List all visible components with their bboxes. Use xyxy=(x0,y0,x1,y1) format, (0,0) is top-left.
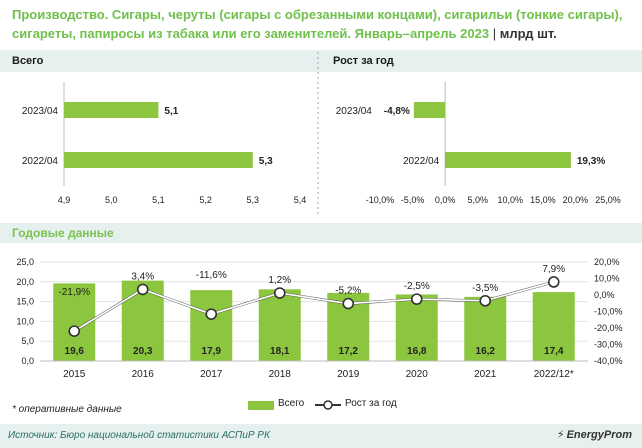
growth-tick-label: 5,0% xyxy=(467,195,488,205)
annual-bar xyxy=(464,296,507,361)
annual-category-label: 2019 xyxy=(337,369,360,380)
total-panel-label: Всего xyxy=(12,55,44,67)
growth-point-label: -21,9% xyxy=(58,287,90,298)
annual-category-label: 2022/12* xyxy=(534,369,574,380)
annual-right-tick-label: 20,0% xyxy=(594,257,620,267)
annual-left-tick-label: 5,0 xyxy=(21,336,34,346)
legend-item-growth: Рост за год xyxy=(345,398,397,409)
growth-bar xyxy=(413,102,446,118)
growth-tick-label: -10,0% xyxy=(366,195,395,205)
total-tick-label: 5,2 xyxy=(199,195,212,205)
growth-point xyxy=(547,276,560,288)
growth-value-label: -4,8% xyxy=(384,106,410,117)
annual-bar xyxy=(532,292,575,361)
brand-logo: ⚡ EnergyProm xyxy=(557,428,632,441)
total-tick-label: 5,0 xyxy=(105,195,118,205)
annual-category-label: 2018 xyxy=(269,369,292,380)
legend-item-total: Всего xyxy=(278,398,305,409)
annual-bar-value-label: 16,8 xyxy=(407,346,427,357)
source-note: Источник: Бюро национальной статистики А… xyxy=(8,430,270,441)
growth-point xyxy=(410,293,423,305)
annual-bar-value-label: 17,2 xyxy=(339,346,359,357)
growth-category-label: 2022/04 xyxy=(403,156,440,167)
growth-point xyxy=(205,308,218,320)
title-main: Производство. Сигары, черуты (сигары с о… xyxy=(12,7,623,41)
annual-left-tick-label: 10,0 xyxy=(16,316,34,326)
annual-left-tick-label: 15,0 xyxy=(16,297,34,307)
growth-point-label: -11,6% xyxy=(196,270,227,281)
annual-category-label: 2017 xyxy=(200,369,223,380)
growth-category-label: 2023/04 xyxy=(336,106,373,117)
growth-value-label: 19,3% xyxy=(577,156,605,167)
growth-tick-label: 25,0% xyxy=(595,195,621,205)
growth-point-label: -3,5% xyxy=(472,283,498,294)
annual-bar-value-label: 16,2 xyxy=(476,346,496,357)
growth-point-label: -2,5% xyxy=(404,281,430,292)
total-value-label: 5,3 xyxy=(259,156,273,167)
total-tick-label: 5,4 xyxy=(294,195,307,205)
annual-category-label: 2016 xyxy=(132,369,155,380)
annual-bar-value-label: 18,1 xyxy=(270,346,290,357)
total-bar xyxy=(64,102,159,118)
annual-bar xyxy=(190,290,233,361)
growth-point-label: 7,9% xyxy=(542,264,565,275)
annual-bar-value-label: 17,4 xyxy=(544,346,564,357)
growth-point xyxy=(68,325,81,337)
annual-panel-label: Годовые данные xyxy=(12,226,114,240)
growth-tick-label: 15,0% xyxy=(530,195,556,205)
annual-right-tick-label: -10,0% xyxy=(594,307,623,317)
total-bar xyxy=(64,152,253,168)
footnote: * оперативные данные xyxy=(12,404,122,415)
annual-left-tick-label: 0,0 xyxy=(21,356,34,366)
annual-left-tick-label: 25,0 xyxy=(16,257,34,267)
growth-tick-label: -5,0% xyxy=(401,195,425,205)
annual-category-label: 2021 xyxy=(474,369,497,380)
growth-tick-label: 0,0% xyxy=(435,195,456,205)
annual-left-tick-label: 20,0 xyxy=(16,277,34,287)
growth-point xyxy=(479,294,492,307)
total-tick-label: 5,1 xyxy=(152,195,165,205)
growth-point xyxy=(273,287,286,299)
annual-header-band xyxy=(0,223,642,243)
total-value-label: 5,1 xyxy=(164,106,178,117)
annual-right-tick-label: 10,0% xyxy=(594,274,620,284)
footer-band xyxy=(0,424,642,448)
total-category-label: 2022/04 xyxy=(22,156,59,167)
annual-bar-value-label: 17,9 xyxy=(202,346,222,357)
total-category-label: 2023/04 xyxy=(22,106,59,117)
growth-point xyxy=(342,297,355,310)
growth-tick-label: 20,0% xyxy=(563,195,589,205)
growth-tick-label: 10,0% xyxy=(498,195,524,205)
annual-bar-value-label: 19,6 xyxy=(65,346,85,357)
annual-bar xyxy=(258,289,301,361)
growth-point xyxy=(136,283,149,296)
page-title: Производство. Сигары, черуты (сигары с о… xyxy=(12,5,632,43)
top-header-band xyxy=(0,50,642,72)
annual-bar-value-label: 20,3 xyxy=(133,346,153,357)
annual-category-label: 2020 xyxy=(406,369,429,380)
annual-right-tick-label: -20,0% xyxy=(594,323,623,333)
growth-point-label: 3,4% xyxy=(131,271,154,282)
growth-point-label: -5,2% xyxy=(335,286,361,297)
growth-line xyxy=(73,281,554,332)
annual-right-tick-label: -40,0% xyxy=(594,356,623,366)
brand-name: EnergyProm xyxy=(566,429,632,441)
total-tick-label: 5,3 xyxy=(247,195,260,205)
total-tick-label: 4,9 xyxy=(58,195,71,205)
lightning-icon: ⚡ xyxy=(556,429,565,441)
annual-right-tick-label: 0,0% xyxy=(594,290,615,300)
growth-panel-label: Рост за год xyxy=(333,55,394,67)
annual-right-tick-label: -30,0% xyxy=(594,340,623,350)
title-unit: млрд шт. xyxy=(499,26,557,41)
annual-category-label: 2015 xyxy=(63,369,86,380)
growth-point-label: 1,2% xyxy=(268,275,291,286)
growth-bar xyxy=(445,152,571,168)
title-separator: | xyxy=(492,26,497,41)
annual-bar xyxy=(395,294,438,361)
